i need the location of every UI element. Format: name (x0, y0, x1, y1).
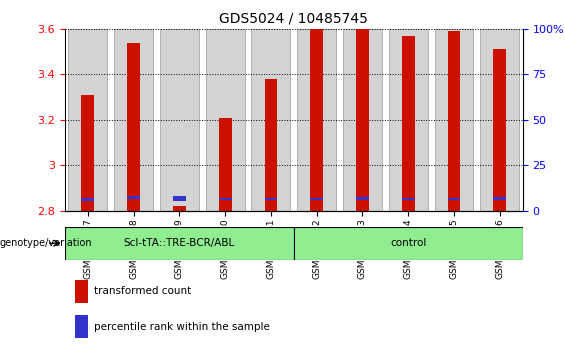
Bar (219, 197, 232, 200)
Bar (356, 197, 369, 200)
Bar (480, 29, 519, 211)
Bar (173, 206, 186, 211)
Bar (264, 197, 277, 200)
Bar (114, 29, 153, 211)
Bar (75, 315, 88, 338)
Bar (127, 43, 140, 211)
Bar (343, 29, 382, 211)
Bar (447, 197, 460, 200)
Bar (310, 29, 323, 211)
Bar (356, 29, 369, 211)
FancyBboxPatch shape (294, 227, 523, 260)
Text: Scl-tTA::TRE-BCR/ABL: Scl-tTA::TRE-BCR/ABL (124, 238, 235, 248)
Bar (219, 118, 232, 211)
Bar (251, 29, 290, 211)
Title: GDS5024 / 10485745: GDS5024 / 10485745 (219, 11, 368, 25)
Text: genotype/variation: genotype/variation (0, 238, 93, 248)
Bar (447, 31, 460, 211)
Bar (127, 196, 140, 199)
FancyBboxPatch shape (65, 227, 294, 260)
Bar (173, 196, 186, 201)
Bar (493, 197, 506, 200)
Bar (297, 29, 336, 211)
Bar (402, 36, 415, 211)
Bar (75, 280, 88, 303)
Bar (81, 95, 94, 211)
Bar (68, 29, 107, 211)
Bar (434, 29, 473, 211)
Bar (160, 29, 199, 211)
Bar (402, 197, 415, 200)
Bar (206, 29, 245, 211)
Text: percentile rank within the sample: percentile rank within the sample (93, 322, 270, 331)
Bar (389, 29, 428, 211)
Bar (310, 197, 323, 200)
Bar (264, 79, 277, 211)
Text: control: control (390, 238, 427, 248)
Text: transformed count: transformed count (93, 286, 191, 297)
Bar (81, 198, 94, 201)
Bar (493, 49, 506, 211)
